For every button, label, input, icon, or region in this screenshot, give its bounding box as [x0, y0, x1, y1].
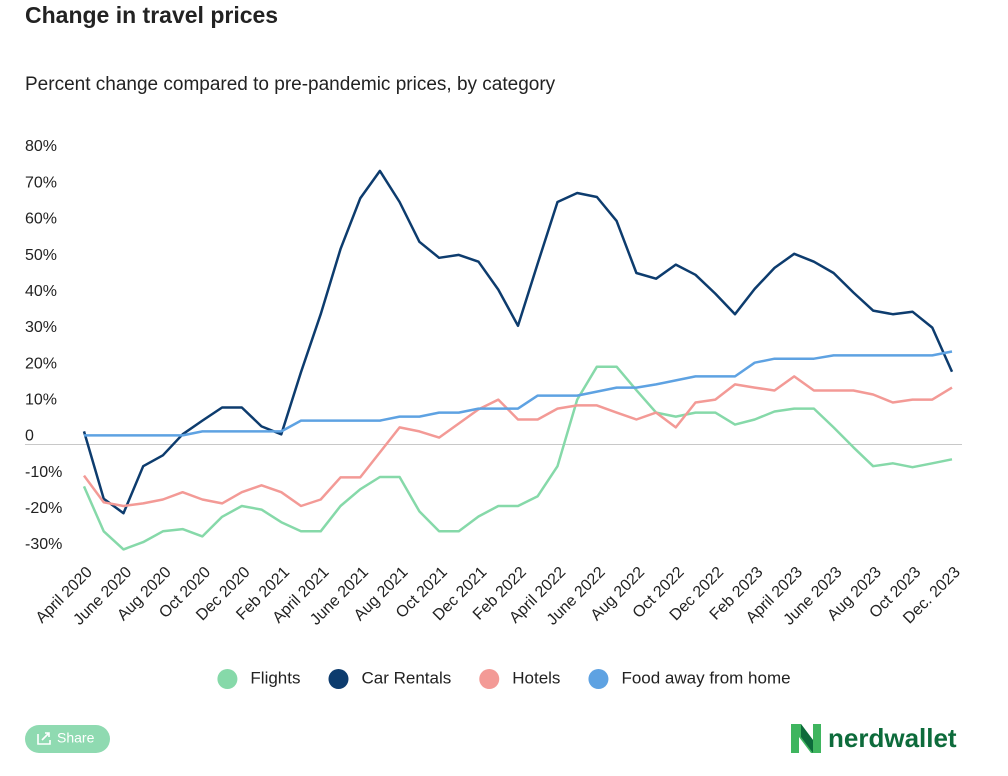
y-tick-label: -20% — [25, 500, 62, 517]
series-line — [82, 169, 954, 515]
y-tick-label: 80% — [25, 138, 57, 155]
legend: Flights Car Rentals Hotels Food away from h… — [217, 668, 791, 689]
legend-label: Hotels — [512, 668, 560, 687]
y-tick-label: 30% — [25, 319, 57, 336]
legend-label: Food away from home — [621, 668, 790, 687]
y-tick-label: 20% — [25, 355, 57, 372]
legend-swatch — [588, 669, 609, 689]
legend-label: Car Rentals — [361, 668, 451, 687]
legend-swatch — [328, 669, 349, 689]
series-line — [82, 375, 953, 508]
y-tick-label: -30% — [25, 536, 62, 553]
logo-mark-shade — [801, 724, 813, 753]
series-line — [82, 365, 953, 551]
legend-swatch — [479, 669, 500, 689]
chart-title: Change in travel prices — [25, 2, 278, 28]
logo-text: nerdwallet — [828, 723, 957, 753]
y-tick-label: 60% — [25, 211, 57, 228]
share-icon — [37, 732, 51, 745]
series-line — [84, 350, 953, 437]
y-tick-label: 0 — [25, 428, 34, 445]
y-tick-label: -10% — [25, 464, 62, 481]
legend-label: Flights — [250, 668, 300, 687]
logo: nerdwallet — [791, 723, 957, 753]
chart-subtitle: Percent change compared to pre-pandemic … — [25, 74, 556, 95]
share-button-bg[interactable] — [25, 725, 110, 753]
y-tick-label: 10% — [25, 391, 57, 408]
share-button[interactable]: Share — [25, 725, 110, 753]
legend-swatch — [217, 669, 238, 689]
share-label[interactable]: Share — [57, 730, 95, 746]
y-tick-label: 70% — [25, 174, 57, 191]
y-tick-label: 50% — [25, 247, 57, 264]
y-tick-label: 40% — [25, 283, 57, 300]
